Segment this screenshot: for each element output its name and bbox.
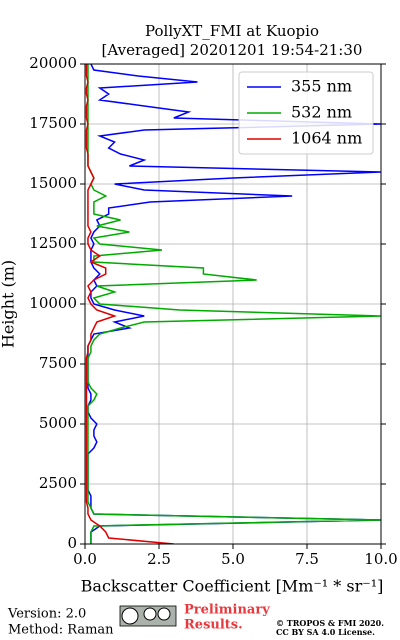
- y-tick-label: 5000: [39, 414, 77, 432]
- chart-title: PollyXT_FMI at Kuopio: [145, 22, 319, 40]
- notice: Preliminary: [184, 603, 270, 618]
- y-tick-label: 17500: [29, 114, 77, 132]
- y-tick-label: 0: [67, 534, 77, 552]
- x-tick-label: 0.0: [73, 550, 97, 568]
- legend-label: 532 nm: [291, 103, 352, 122]
- x-axis-label: Backscatter Coefficient [Mm⁻¹ * sr⁻¹]: [81, 577, 384, 596]
- cc-badge: [119, 605, 177, 627]
- method: Method: Raman: [8, 623, 114, 638]
- x-tick-label: 10.0: [364, 550, 397, 568]
- legend-box: [238, 71, 374, 155]
- y-tick-label: 10000: [29, 294, 77, 312]
- notice: Results.: [184, 618, 243, 633]
- y-tick-label: 20000: [29, 54, 77, 72]
- legend-label: 1064 nm: [291, 129, 362, 148]
- copyright: © TROPOS & FMI 2020.: [276, 618, 384, 628]
- y-tick-label: 15000: [29, 174, 77, 192]
- x-tick-label: 7.5: [295, 550, 319, 568]
- chart-subtitle: [Averaged] 20201201 19:54-21:30: [102, 41, 363, 59]
- profile-line: [87, 64, 381, 544]
- y-axis-label: Height (m): [0, 260, 18, 348]
- x-tick-label: 5.0: [221, 550, 245, 568]
- y-tick-label: 2500: [39, 474, 77, 492]
- version: Version: 2.0: [7, 607, 86, 622]
- legend-label: 355 nm: [291, 77, 352, 96]
- profile-line: [85, 64, 174, 544]
- copyright: CC BY SA 4.0 License.: [276, 627, 375, 637]
- x-tick-label: 2.5: [147, 550, 171, 568]
- y-tick-label: 12500: [29, 234, 77, 252]
- y-tick-label: 7500: [39, 354, 77, 372]
